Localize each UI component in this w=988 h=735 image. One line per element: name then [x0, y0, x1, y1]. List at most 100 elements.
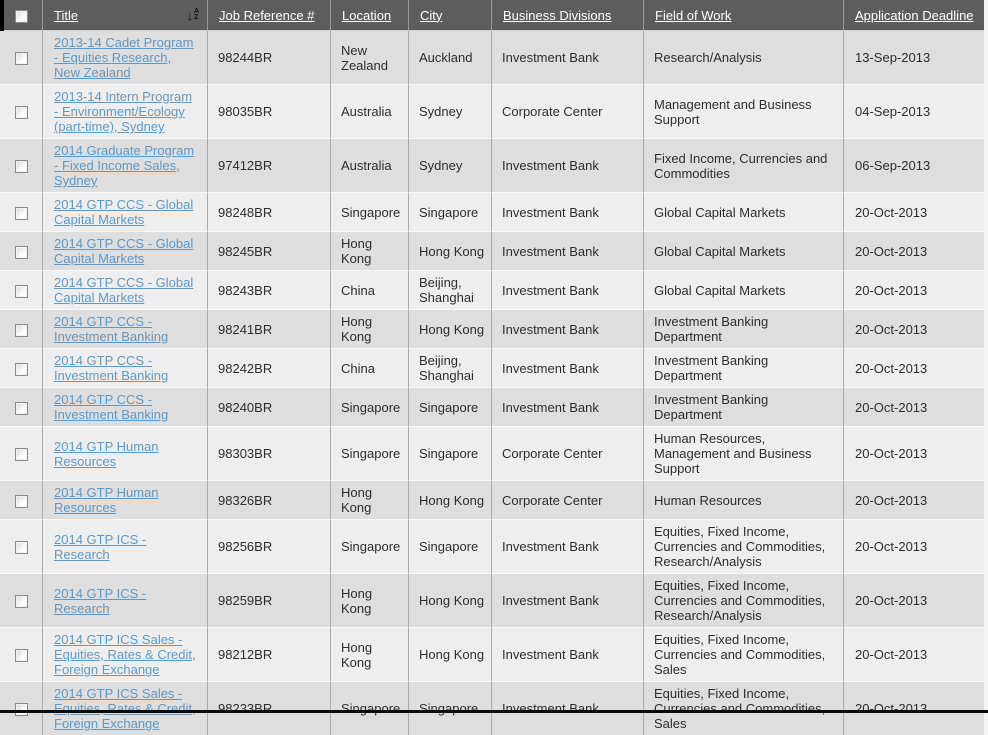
row-checkbox[interactable]	[14, 649, 28, 663]
column-header-job-reference[interactable]: Job Reference #	[207, 0, 330, 31]
job-title-link[interactable]: 2014 GTP ICS Sales - Equities, Rates & C…	[54, 686, 196, 731]
job-row: 2013-14 Cadet Program - Equities Researc…	[0, 31, 984, 84]
sort-letter-z: Z	[193, 14, 199, 21]
cell-title: 2014 GTP ICS - Research	[42, 573, 207, 627]
cell-city: Sydney	[408, 84, 491, 138]
select-all-checkbox[interactable]	[14, 9, 28, 23]
cell-business-division: Investment Bank	[491, 231, 643, 270]
job-row: 2014 GTP Human Resources 98326BR Hong Ko…	[0, 480, 984, 519]
cell-field-of-work: Investment Banking Department	[643, 387, 843, 426]
cell-location: Hong Kong	[330, 231, 408, 270]
row-checkbox[interactable]	[14, 362, 28, 376]
cell-application-deadline: 20-Oct-2013	[843, 681, 984, 735]
column-header-title-link[interactable]: Title	[54, 7, 79, 23]
row-checkbox-cell	[0, 309, 42, 348]
window-left-edge	[0, 0, 4, 31]
cell-location: Singapore	[330, 519, 408, 573]
row-checkbox-cell	[0, 387, 42, 426]
row-checkbox[interactable]	[14, 52, 28, 66]
row-checkbox-cell	[0, 84, 42, 138]
job-row: 2014 Graduate Program - Fixed Income Sal…	[0, 138, 984, 192]
job-title-link[interactable]: 2013-14 Cadet Program - Equities Researc…	[54, 35, 194, 80]
job-row: 2014 GTP CCS - Global Capital Markets 98…	[0, 270, 984, 309]
row-checkbox[interactable]	[14, 448, 28, 462]
job-title-link[interactable]: 2014 GTP ICS Sales - Equities, Rates & C…	[54, 632, 196, 677]
column-header-city[interactable]: City	[408, 0, 491, 31]
row-checkbox[interactable]	[14, 206, 28, 220]
row-checkbox-cell	[0, 681, 42, 735]
job-title-link[interactable]: 2014 GTP CCS - Global Capital Markets	[54, 275, 194, 305]
row-checkbox[interactable]	[14, 106, 28, 120]
row-checkbox[interactable]	[14, 541, 28, 555]
job-row: 2014 GTP CCS - Investment Banking 98242B…	[0, 348, 984, 387]
job-row: 2014 GTP CCS - Investment Banking 98241B…	[0, 309, 984, 348]
cell-business-division: Investment Bank	[491, 387, 643, 426]
job-title-link[interactable]: 2014 GTP CCS - Investment Banking	[54, 314, 169, 344]
cell-application-deadline: 13-Sep-2013	[843, 31, 984, 84]
cell-title: 2014 GTP ICS - Research	[42, 519, 207, 573]
row-checkbox[interactable]	[14, 323, 28, 337]
row-checkbox-cell	[0, 192, 42, 231]
column-header-application-deadline[interactable]: Application Deadline	[843, 0, 984, 31]
cell-business-division: Investment Bank	[491, 31, 643, 84]
row-checkbox-cell	[0, 519, 42, 573]
cell-field-of-work: Investment Banking Department	[643, 309, 843, 348]
row-checkbox-cell	[0, 426, 42, 480]
cell-city: Singapore	[408, 519, 491, 573]
cell-job-reference: 98233BR	[207, 681, 330, 735]
column-header-title[interactable]: Title ↓ A Z	[42, 0, 207, 31]
cell-location: China	[330, 348, 408, 387]
row-checkbox-cell	[0, 270, 42, 309]
row-checkbox[interactable]	[14, 160, 28, 174]
cell-field-of-work: Equities, Fixed Income, Currencies and C…	[643, 519, 843, 573]
cell-job-reference: 98242BR	[207, 348, 330, 387]
cell-city: Singapore	[408, 192, 491, 231]
cell-city: Beijing, Shanghai	[408, 348, 491, 387]
row-checkbox[interactable]	[14, 245, 28, 259]
job-row: 2014 GTP ICS Sales - Equities, Rates & C…	[0, 627, 984, 681]
cell-location: Singapore	[330, 681, 408, 735]
row-checkbox-cell	[0, 573, 42, 627]
cell-business-division: Corporate Center	[491, 84, 643, 138]
cell-field-of-work: Equities, Fixed Income, Currencies and C…	[643, 627, 843, 681]
cell-location: Hong Kong	[330, 480, 408, 519]
cell-field-of-work: Human Resources	[643, 480, 843, 519]
row-checkbox[interactable]	[14, 595, 28, 609]
cell-city: Hong Kong	[408, 309, 491, 348]
cell-city: Singapore	[408, 387, 491, 426]
job-title-link[interactable]: 2014 GTP Human Resources	[54, 485, 159, 515]
job-title-link[interactable]: 2014 GTP ICS - Research	[54, 531, 147, 562]
job-title-link[interactable]: 2014 GTP CCS - Investment Banking	[54, 353, 169, 383]
job-title-link[interactable]: 2013-14 Intern Program - Environment/Eco…	[54, 89, 193, 134]
cell-application-deadline: 20-Oct-2013	[843, 627, 984, 681]
cell-job-reference: 98303BR	[207, 426, 330, 480]
cell-business-division: Investment Bank	[491, 348, 643, 387]
header-checkbox-cell	[0, 0, 42, 31]
row-checkbox[interactable]	[14, 494, 28, 508]
cell-location: New Zealand	[330, 31, 408, 84]
job-title-link[interactable]: 2014 GTP CCS - Global Capital Markets	[54, 197, 194, 227]
job-title-link[interactable]: 2014 GTP CCS - Investment Banking	[54, 392, 169, 422]
cell-location: China	[330, 270, 408, 309]
sort-arrow-glyph: ↓	[186, 6, 193, 24]
cell-job-reference: 98245BR	[207, 231, 330, 270]
cell-application-deadline: 20-Oct-2013	[843, 480, 984, 519]
row-checkbox[interactable]	[14, 284, 28, 298]
row-checkbox[interactable]	[14, 401, 28, 415]
job-title-link[interactable]: 2014 GTP CCS - Global Capital Markets	[54, 236, 194, 266]
column-header-location[interactable]: Location	[330, 0, 408, 31]
cell-field-of-work: Fixed Income, Currencies and Commodities	[643, 138, 843, 192]
column-header-business-divisions[interactable]: Business Divisions	[491, 0, 643, 31]
cell-field-of-work: Investment Banking Department	[643, 348, 843, 387]
cell-location: Hong Kong	[330, 627, 408, 681]
job-title-link[interactable]: 2014 GTP Human Resources	[54, 438, 159, 469]
cell-city: Hong Kong	[408, 627, 491, 681]
job-row: 2014 GTP CCS - Investment Banking 98240B…	[0, 387, 984, 426]
column-header-field-of-work[interactable]: Field of Work	[643, 0, 843, 31]
job-title-link[interactable]: 2014 GTP ICS - Research	[54, 585, 147, 616]
job-title-link[interactable]: 2014 Graduate Program - Fixed Income Sal…	[54, 143, 195, 188]
cell-field-of-work: Global Capital Markets	[643, 231, 843, 270]
cell-field-of-work: Human Resources, Management and Business…	[643, 426, 843, 480]
cell-title: 2014 GTP CCS - Global Capital Markets	[42, 192, 207, 231]
